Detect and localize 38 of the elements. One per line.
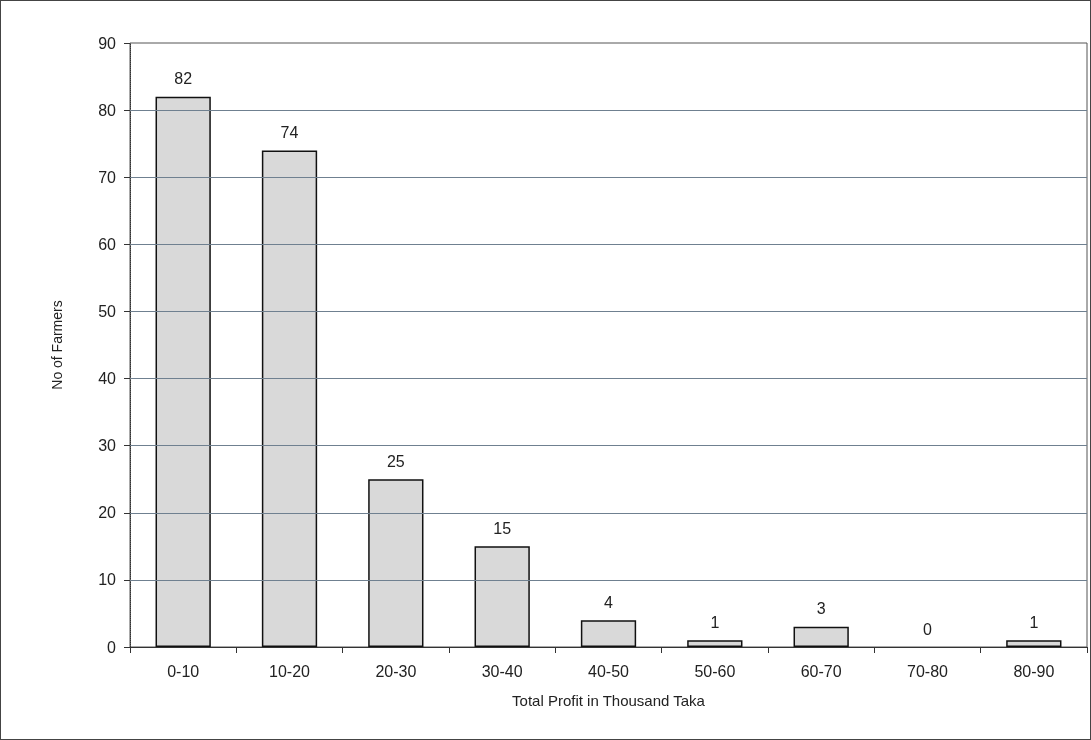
x-tick-label: 10-20 [269,662,311,680]
x-tick-label: 80-90 [1013,662,1055,680]
data-label: 25 [386,452,405,470]
y-tick-label: 50 [98,302,117,320]
bar [580,620,637,647]
x-tick-label: 60-70 [800,662,842,680]
y-tick-label: 60 [98,235,117,253]
bar [474,546,530,647]
bar [1006,640,1062,647]
data-label: 1 [1029,613,1039,631]
data-label: 82 [174,70,193,88]
data-label: 1 [710,613,720,631]
x-tick-label: 70-80 [907,662,949,680]
y-tick-label: 80 [98,101,117,119]
y-tick-label: 20 [98,504,117,522]
x-tick-label: 20-30 [375,662,417,680]
y-tick-label: 10 [98,571,117,589]
y-tick-label: 40 [98,370,117,388]
y-tick-label: 30 [98,437,117,455]
x-tick-label: 40-50 [588,662,630,680]
y-tick-label: 0 [107,638,117,656]
x-tick-label: 30-40 [481,662,523,680]
bar [261,150,318,647]
data-label: 74 [280,123,299,141]
bar [155,96,211,647]
data-label: 0 [923,620,933,638]
data-label: 3 [816,600,826,618]
bar [793,626,849,647]
data-label: 15 [493,519,512,537]
x-tick-label: 0-10 [167,662,200,680]
x-axis-title: Total Profit in Thousand Taka [512,692,706,709]
y-tick-label: 70 [98,168,117,186]
y-tick-label: 90 [98,34,117,52]
y-axis-title: No of Farmers [49,300,65,390]
x-tick-label: 50-60 [694,662,736,680]
data-label: 4 [604,593,614,611]
bar [687,640,743,647]
bar [368,479,424,647]
